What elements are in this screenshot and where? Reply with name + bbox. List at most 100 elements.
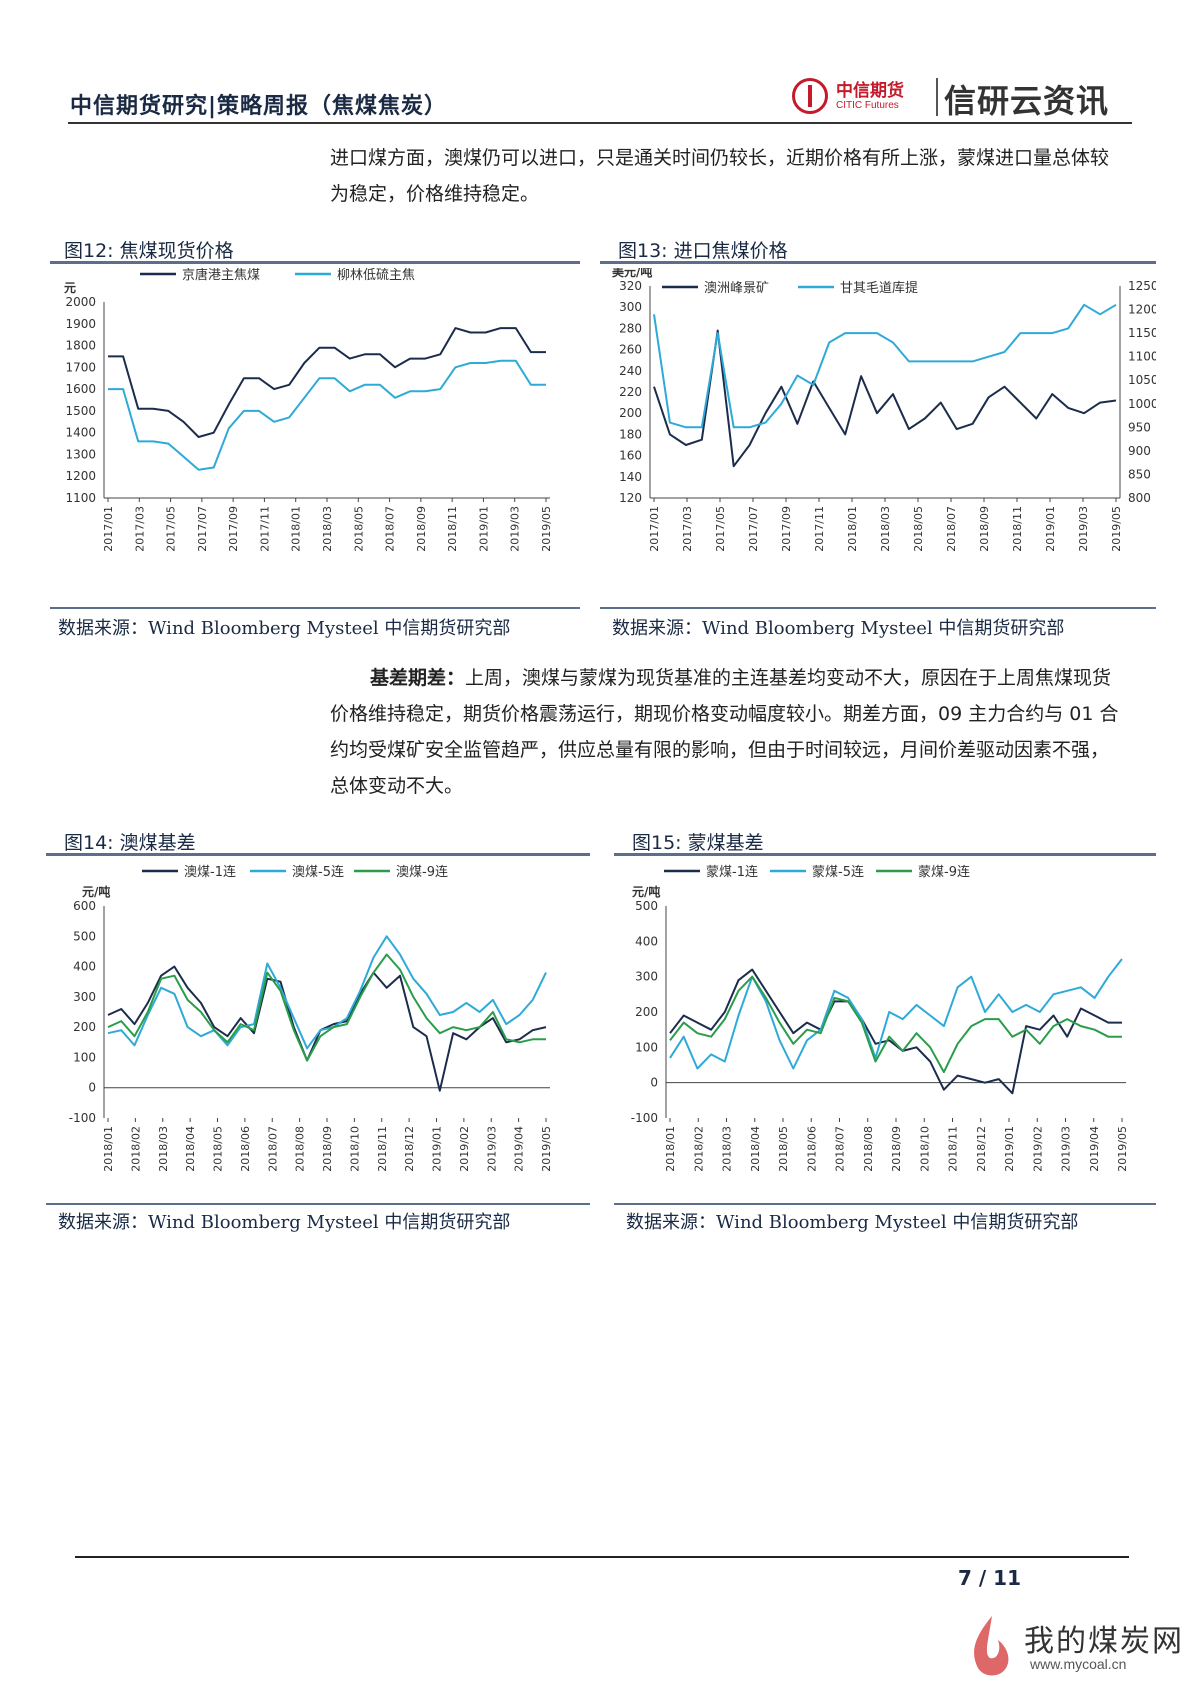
y-tick-label: 400 [635,934,658,948]
y-tick-label: 1500 [65,404,96,418]
brand-name: 信研云资讯 [944,82,1110,120]
x-tick-label: 2018/11 [446,506,459,552]
y2-tick-label: 800 [1128,491,1151,505]
x-tick-label: 2018/09 [978,506,991,552]
fig15-bottom-rule [614,1203,1156,1205]
x-tick-label: 2019/03 [485,1126,498,1172]
fig15-chart: 元/吨 -100 0 100 200 300 400 500 2018/01 2018/02 201… [631,864,1129,1172]
x-tick-label: 2018/05 [212,1126,225,1172]
fig14-title: 图14: 澳煤基差 [64,832,196,854]
x-tick-label: 2017/03 [681,506,694,552]
x-tick-label: 2019/04 [1088,1126,1101,1172]
fig14-chart: 元/吨 -100 0 100 200 300 400 500 600 2018/01 2018/02… [69,864,553,1172]
watermark-cn: 我的煤炭网 [1024,1624,1184,1659]
x-tick-label: 2019/05 [1116,1126,1129,1172]
x-tick-label: 2018/01 [290,506,303,552]
fig14-source: 数据来源：Wind Bloomberg Mysteel 中信期货研究部 [58,1212,511,1233]
header-divider [68,122,1132,124]
mycoal-watermark: 我的煤炭网 www.mycoal.cn [964,1612,1184,1682]
x-tick-label: 2018/08 [862,1126,875,1172]
x-tick-label: 2017/07 [747,506,760,552]
x-tick-label: 2019/01 [477,506,490,552]
series-line-3 [107,953,546,1062]
y-tick-label: 260 [619,343,642,357]
y-tick-label: 160 [619,449,642,463]
y-tick-label: 200 [73,1020,96,1034]
series-line-2 [108,359,546,471]
x-tick-label: 2018/09 [890,1126,903,1172]
x-tick-label: 2018/02 [692,1126,705,1172]
x-tick-label: 2018/10 [348,1126,361,1172]
flame-icon [974,1616,1009,1676]
y-axis-title: 元 [64,281,76,295]
fig15-source: 数据来源：Wind Bloomberg Mysteel 中信期货研究部 [626,1212,1079,1233]
y-tick-label: 100 [635,1040,658,1054]
watermark-url: www.mycoal.cn [1030,1656,1127,1672]
y2-tick-label: 850 [1128,467,1151,481]
x-tick-label: 2018/12 [975,1126,988,1172]
y-tick-label: 300 [619,300,642,314]
paragraph-basis: 基差期差：上周，澳煤与蒙煤为现货基准的主连基差均变动不大，原因在于上周焦煤现货价… [330,660,1120,804]
x-tick-label: 2017/09 [227,506,240,552]
fig13-chart: 美元/吨 120 140 160 180 200 220 240 260 280 300 320 800… [612,268,1156,552]
x-tick-label: 2018/09 [321,1126,334,1172]
y-tick-label: 600 [73,899,96,913]
series-line-1 [107,965,547,1092]
y-tick-label: 320 [619,279,642,293]
x-tick-label: 2018/01 [664,1126,677,1172]
series-line-1 [669,968,1122,1095]
x-tick-label: 2018/11 [376,1126,389,1172]
y-tick-label: 1800 [65,339,96,353]
x-tick-label: 2017/05 [165,506,178,552]
legend-label-3: 蒙煤-9连 [918,864,970,880]
x-tick-label: 2018/11 [947,1126,960,1172]
y-tick-label: 300 [73,990,96,1004]
x-tick-label: 2019/05 [1110,506,1123,552]
x-tick-label: 2018/05 [912,506,925,552]
y-tick-label: 500 [73,929,96,943]
y-tick-label: 240 [619,364,642,378]
y-axis-title: 元/吨 [82,884,110,899]
fig12-title: 图12: 焦煤现货价格 [64,240,234,262]
y2-tick-label: 950 [1128,420,1151,434]
legend-label-2: 蒙煤-5连 [812,864,864,880]
citic-logo-icon [792,78,828,114]
x-tick-label: 2019/05 [540,1126,553,1172]
x-tick-label: 2018/05 [777,1126,790,1172]
x-tick-label: 2018/10 [918,1126,931,1172]
y-tick-label: 100 [73,1050,96,1064]
x-tick-label: 2019/01 [431,1126,444,1172]
y2-tick-label: 1050 [1128,373,1156,387]
x-tick-label: 2018/04 [184,1126,197,1172]
logo-cn: 中信期货 [836,81,904,101]
fig13-top-rule [600,261,1156,264]
fig12-top-rule [50,261,580,264]
x-tick-label: 2018/04 [749,1126,762,1172]
series-line-3 [669,975,1122,1074]
x-tick-label: 2017/03 [133,506,146,552]
x-tick-label: 2017/01 [102,506,115,552]
x-tick-label: 2019/03 [509,506,522,552]
y2-tick-label: 1100 [1128,350,1156,364]
y-axis-title: 美元/吨 [612,268,652,279]
x-tick-label: 2019/01 [1044,506,1057,552]
legend-label-3: 澳煤-9连 [396,864,448,880]
x-tick-label: 2018/06 [805,1126,818,1172]
x-tick-label: 2019/03 [1077,506,1090,552]
y-tick-label: -100 [69,1111,96,1125]
x-tick-label: 2019/01 [1003,1126,1016,1172]
report-header-title: 中信期货研究|策略周报（焦煤焦炭） [70,94,448,119]
footer-divider [75,1556,1129,1558]
fig14-bottom-rule [46,1203,590,1205]
y-tick-label: 300 [635,970,658,984]
x-tick-label: 2019/02 [1031,1126,1044,1172]
x-tick-label: 2018/01 [846,506,859,552]
x-tick-label: 2019/05 [540,506,553,552]
y-tick-label: 1600 [65,382,96,396]
y-tick-label: 200 [619,406,642,420]
logo-en: CITIC Futures [836,100,899,111]
legend-label-2: 甘其毛道库提 [840,280,918,296]
x-tick-label: 2018/11 [1011,506,1024,552]
y-tick-label: 280 [619,321,642,335]
y2-tick-label: 1150 [1128,326,1156,340]
